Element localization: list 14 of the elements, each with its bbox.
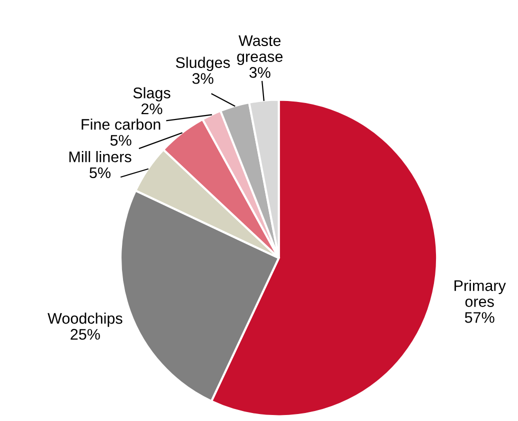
data-label: 3% <box>249 67 270 78</box>
data-label: 2% <box>141 103 162 114</box>
slice-label: Slags <box>133 87 170 102</box>
slice-label: Mill liners <box>69 151 132 162</box>
slice-label: Woodchips <box>48 312 122 327</box>
slice-label: Primary ores <box>454 280 506 307</box>
slice-label: Waste grease <box>237 35 283 65</box>
data-label: 25% <box>70 328 100 340</box>
data-label: 5% <box>110 134 132 146</box>
slice-label: Fine carbon <box>82 118 160 130</box>
data-label: 5% <box>90 167 111 178</box>
data-label: 57% <box>464 312 494 323</box>
slice-label: Sludges <box>176 56 230 72</box>
data-label: 3% <box>192 73 214 84</box>
